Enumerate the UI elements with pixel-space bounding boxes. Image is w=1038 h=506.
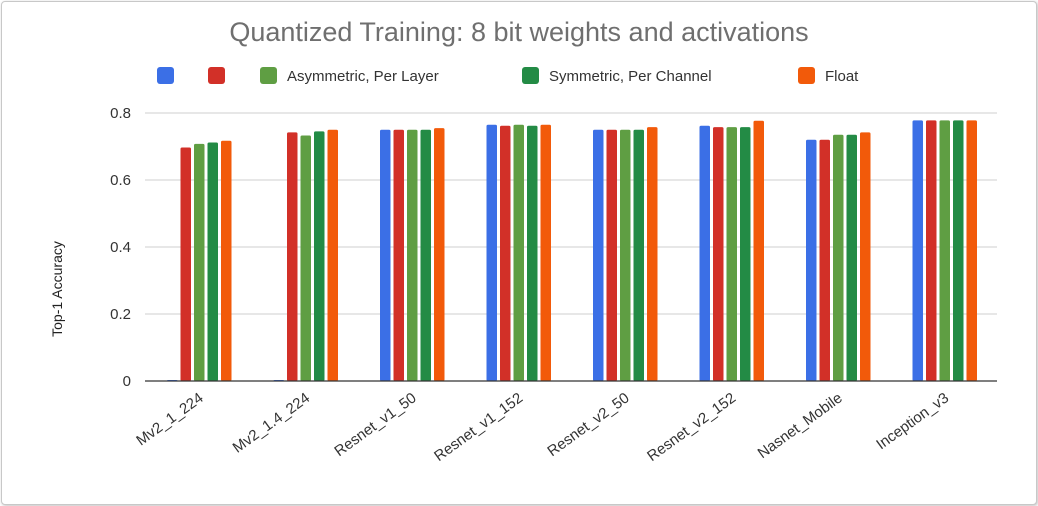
y-tick-label: 0.4: [110, 239, 131, 256]
bars: [167, 120, 977, 382]
x-tick-label: Resnet_v2_50: [544, 389, 632, 460]
x-tick-label: Resnet_v2_152: [644, 389, 739, 465]
bar-nasnet-mobile-series-4: [846, 134, 857, 381]
bar-nasnet-mobile-series-3: [833, 134, 844, 381]
x-tick-label: Mv2_1_224: [133, 389, 206, 449]
x-tick-label: Nasnet_Mobile: [755, 389, 846, 462]
legend-swatch: [208, 67, 225, 84]
y-tick-label: 0.6: [110, 172, 131, 189]
y-axis-ticks: 0 0.2 0.4 0.6 0.8: [110, 105, 131, 390]
bar-resnet-v2-152-series-3: [726, 127, 737, 381]
x-tick-label: Inception_v3: [873, 389, 952, 453]
y-tick-label: 0.2: [110, 306, 131, 323]
bar-resnet-v2-152-series-1: [699, 125, 710, 381]
bar-nasnet-mobile-series-2: [819, 139, 830, 381]
bar-resnet-v1-152-series-4: [527, 125, 538, 381]
bar-inception-v3-series-4: [953, 120, 964, 382]
bar-mv2-1-4-224-series-2: [287, 132, 298, 381]
bar-inception-v3-series-2: [926, 120, 937, 382]
x-tick-label: Resnet_v1_50: [331, 389, 419, 460]
bar-resnet-v2-50-series-4: [633, 129, 644, 381]
bar-inception-v3-series-1: [912, 120, 923, 382]
y-axis-label: Top-1 Accuracy: [49, 241, 65, 337]
legend-label: Float: [825, 68, 859, 85]
x-tick-label: Mv2_1.4_224: [230, 389, 314, 456]
bar-resnet-v2-50-series-2: [606, 129, 617, 381]
legend-label: Symmetric, Per Channel: [549, 68, 712, 85]
bar-resnet-v2-152-series-2: [713, 127, 724, 381]
chart-title: Quantized Training: 8 bit weights and ac…: [229, 17, 808, 47]
bar-mv2-1-4-224-series-5: [327, 129, 338, 381]
bar-resnet-v1-152-series-2: [500, 125, 511, 381]
y-tick-label: 0.8: [110, 105, 131, 122]
bar-nasnet-mobile-series-5: [860, 132, 871, 381]
legend-label: Asymmetric, Per Layer: [287, 68, 439, 85]
bar-mv2-1-224-series-5: [221, 140, 232, 381]
bar-resnet-v1-50-series-5: [434, 128, 445, 381]
bar-resnet-v1-50-series-1: [380, 129, 391, 381]
bar-resnet-v1-50-series-4: [420, 129, 431, 381]
bar-resnet-v1-152-series-3: [513, 124, 524, 381]
legend-swatch: [798, 67, 815, 84]
bar-mv2-1-4-224-series-4: [314, 131, 325, 381]
x-axis-ticks: Mv2_1_224 Mv2_1.4_224 Resnet_v1_50 Resnet_v…: [133, 389, 952, 465]
bar-mv2-1-4-224-series-3: [300, 135, 311, 381]
legend-swatch: [522, 67, 539, 84]
y-tick-label: 0: [123, 373, 131, 390]
legend-swatch: [260, 67, 277, 84]
bar-resnet-v2-50-series-3: [620, 129, 631, 381]
legend-swatch: [157, 67, 174, 84]
bar-resnet-v2-50-series-1: [593, 129, 604, 381]
bar-mv2-1-224-series-2: [180, 147, 191, 381]
bar-nasnet-mobile-series-1: [806, 139, 817, 381]
bar-resnet-v1-50-series-2: [393, 129, 404, 381]
legend: Asymmetric, Per Layer Symmetric, Per Chan…: [157, 67, 859, 85]
bar-resnet-v1-152-series-5: [540, 124, 551, 381]
bar-resnet-v1-152-series-1: [486, 124, 497, 381]
bar-resnet-v2-152-series-5: [753, 120, 764, 381]
bar-resnet-v2-50-series-5: [647, 127, 658, 381]
x-tick-label: Resnet_v1_152: [431, 389, 526, 465]
bar-resnet-v1-50-series-3: [407, 129, 418, 381]
bar-mv2-1-224-series-3: [194, 143, 205, 381]
bar-inception-v3-series-5: [966, 120, 977, 382]
bar-mv2-1-224-series-4: [207, 142, 218, 381]
bar-inception-v3-series-3: [939, 120, 950, 382]
bar-resnet-v2-152-series-4: [740, 127, 751, 381]
